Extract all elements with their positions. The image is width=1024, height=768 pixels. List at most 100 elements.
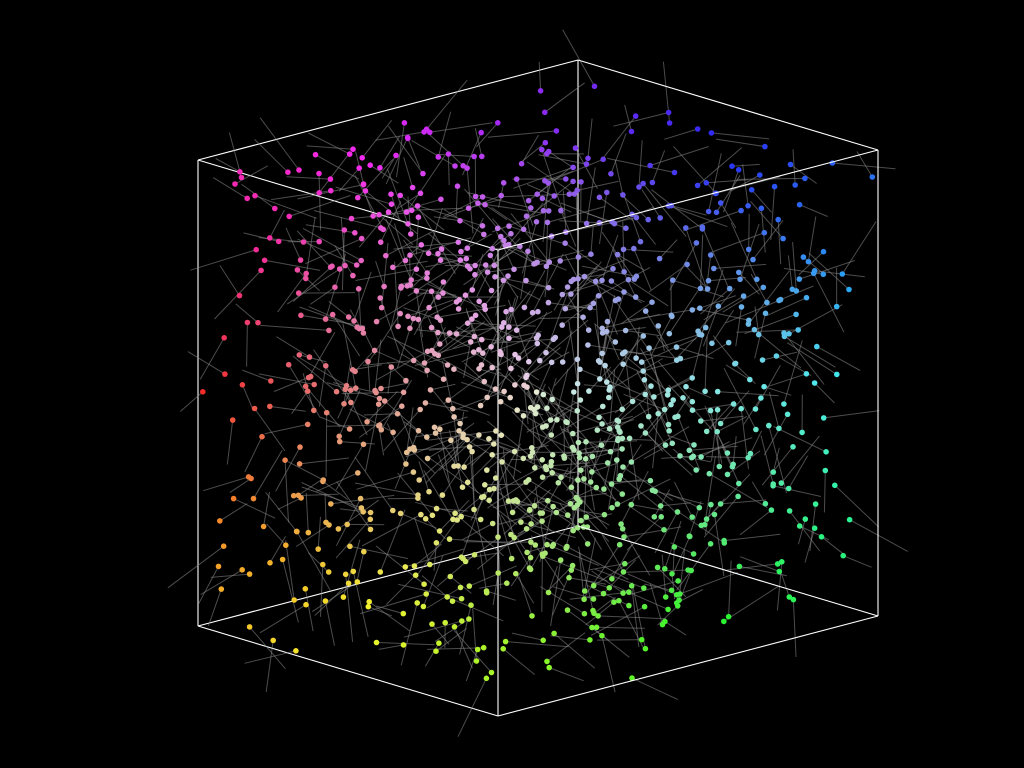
data-point	[629, 398, 636, 405]
vector-stick	[724, 533, 781, 542]
vector-stick	[380, 379, 413, 431]
vector-stick	[789, 510, 821, 552]
data-point	[452, 510, 458, 517]
data-point	[685, 567, 691, 573]
data-point	[704, 286, 711, 292]
vector-stick	[498, 277, 549, 289]
data-point	[708, 130, 715, 136]
vector-stick	[305, 492, 309, 533]
vector-stick	[338, 167, 360, 192]
vector-stick	[542, 555, 608, 582]
data-point	[527, 554, 534, 561]
data-point	[545, 589, 552, 596]
vector-stick	[455, 390, 505, 410]
data-point	[460, 434, 466, 441]
data-point	[415, 316, 422, 323]
data-point	[703, 516, 710, 522]
vector-stick	[539, 316, 584, 320]
vector-stick	[723, 367, 757, 430]
vector-stick	[526, 351, 570, 376]
vector-stick	[167, 545, 224, 589]
vector-stick	[478, 368, 507, 378]
data-point	[754, 276, 760, 283]
vector-stick	[476, 528, 527, 570]
vector-stick	[426, 79, 468, 130]
cube-edge	[497, 149, 879, 251]
data-point	[218, 586, 225, 592]
vector-stick	[253, 449, 283, 499]
vector-stick	[676, 346, 714, 360]
vector-stick	[700, 234, 704, 289]
data-point	[461, 464, 467, 470]
data-point	[764, 299, 770, 306]
vector-stick	[622, 528, 651, 576]
vector-stick	[567, 391, 575, 432]
data-point	[575, 276, 581, 282]
vector-stick	[570, 217, 637, 232]
vector-stick	[452, 322, 504, 349]
vector-stick	[725, 300, 780, 324]
vector-stick	[393, 241, 459, 250]
vector-stick	[645, 310, 669, 349]
data-point	[358, 257, 365, 264]
vector-stick	[562, 405, 604, 431]
data-point	[350, 272, 356, 279]
data-point	[651, 514, 658, 520]
vector-stick	[305, 238, 362, 265]
data-point	[512, 351, 518, 358]
data-point	[424, 434, 430, 440]
vector-stick	[590, 226, 594, 255]
data-point	[260, 523, 267, 530]
vector-stick	[276, 336, 310, 358]
data-point	[551, 630, 557, 637]
vector-stick	[577, 180, 619, 191]
data-point	[453, 331, 460, 337]
data-point	[390, 429, 396, 436]
data-point	[559, 322, 565, 328]
data-point	[736, 480, 742, 487]
data-point	[400, 389, 407, 396]
data-point	[745, 454, 751, 461]
data-point	[518, 519, 524, 525]
data-point	[380, 226, 387, 233]
data-point	[424, 348, 431, 355]
data-point	[726, 285, 733, 292]
data-point	[239, 567, 245, 573]
data-point	[738, 304, 745, 310]
data-point	[408, 207, 415, 214]
data-point	[457, 420, 463, 427]
vector-stick	[600, 115, 637, 162]
vector-stick	[376, 350, 428, 381]
data-point	[401, 120, 408, 126]
data-point	[597, 376, 603, 382]
vector-stick	[642, 183, 687, 237]
data-point	[511, 448, 518, 455]
vector-stick	[497, 512, 541, 526]
vector-stick	[629, 438, 640, 500]
data-point	[528, 205, 534, 211]
data-point	[410, 469, 417, 475]
vector-stick	[368, 606, 392, 617]
vector-stick	[308, 132, 350, 155]
vector-stick	[241, 183, 276, 209]
data-point	[464, 320, 471, 327]
vector-stick	[559, 444, 602, 457]
vector-stick	[433, 542, 437, 571]
vector-stick	[455, 186, 458, 218]
vector-stick	[510, 345, 538, 369]
data-point	[566, 191, 573, 197]
vector-stick	[277, 497, 302, 510]
vector-stick	[338, 390, 361, 437]
vector-stick	[215, 158, 241, 173]
data-point	[361, 548, 367, 555]
data-point	[222, 371, 228, 377]
data-point	[694, 126, 701, 132]
vector-stick	[780, 435, 820, 484]
vector-stick	[264, 423, 308, 435]
vector-stick	[515, 573, 535, 604]
vector-stick	[299, 354, 327, 363]
data-point	[600, 590, 607, 597]
vector-stick	[484, 483, 525, 486]
data-point	[583, 220, 590, 227]
data-point	[495, 534, 501, 540]
